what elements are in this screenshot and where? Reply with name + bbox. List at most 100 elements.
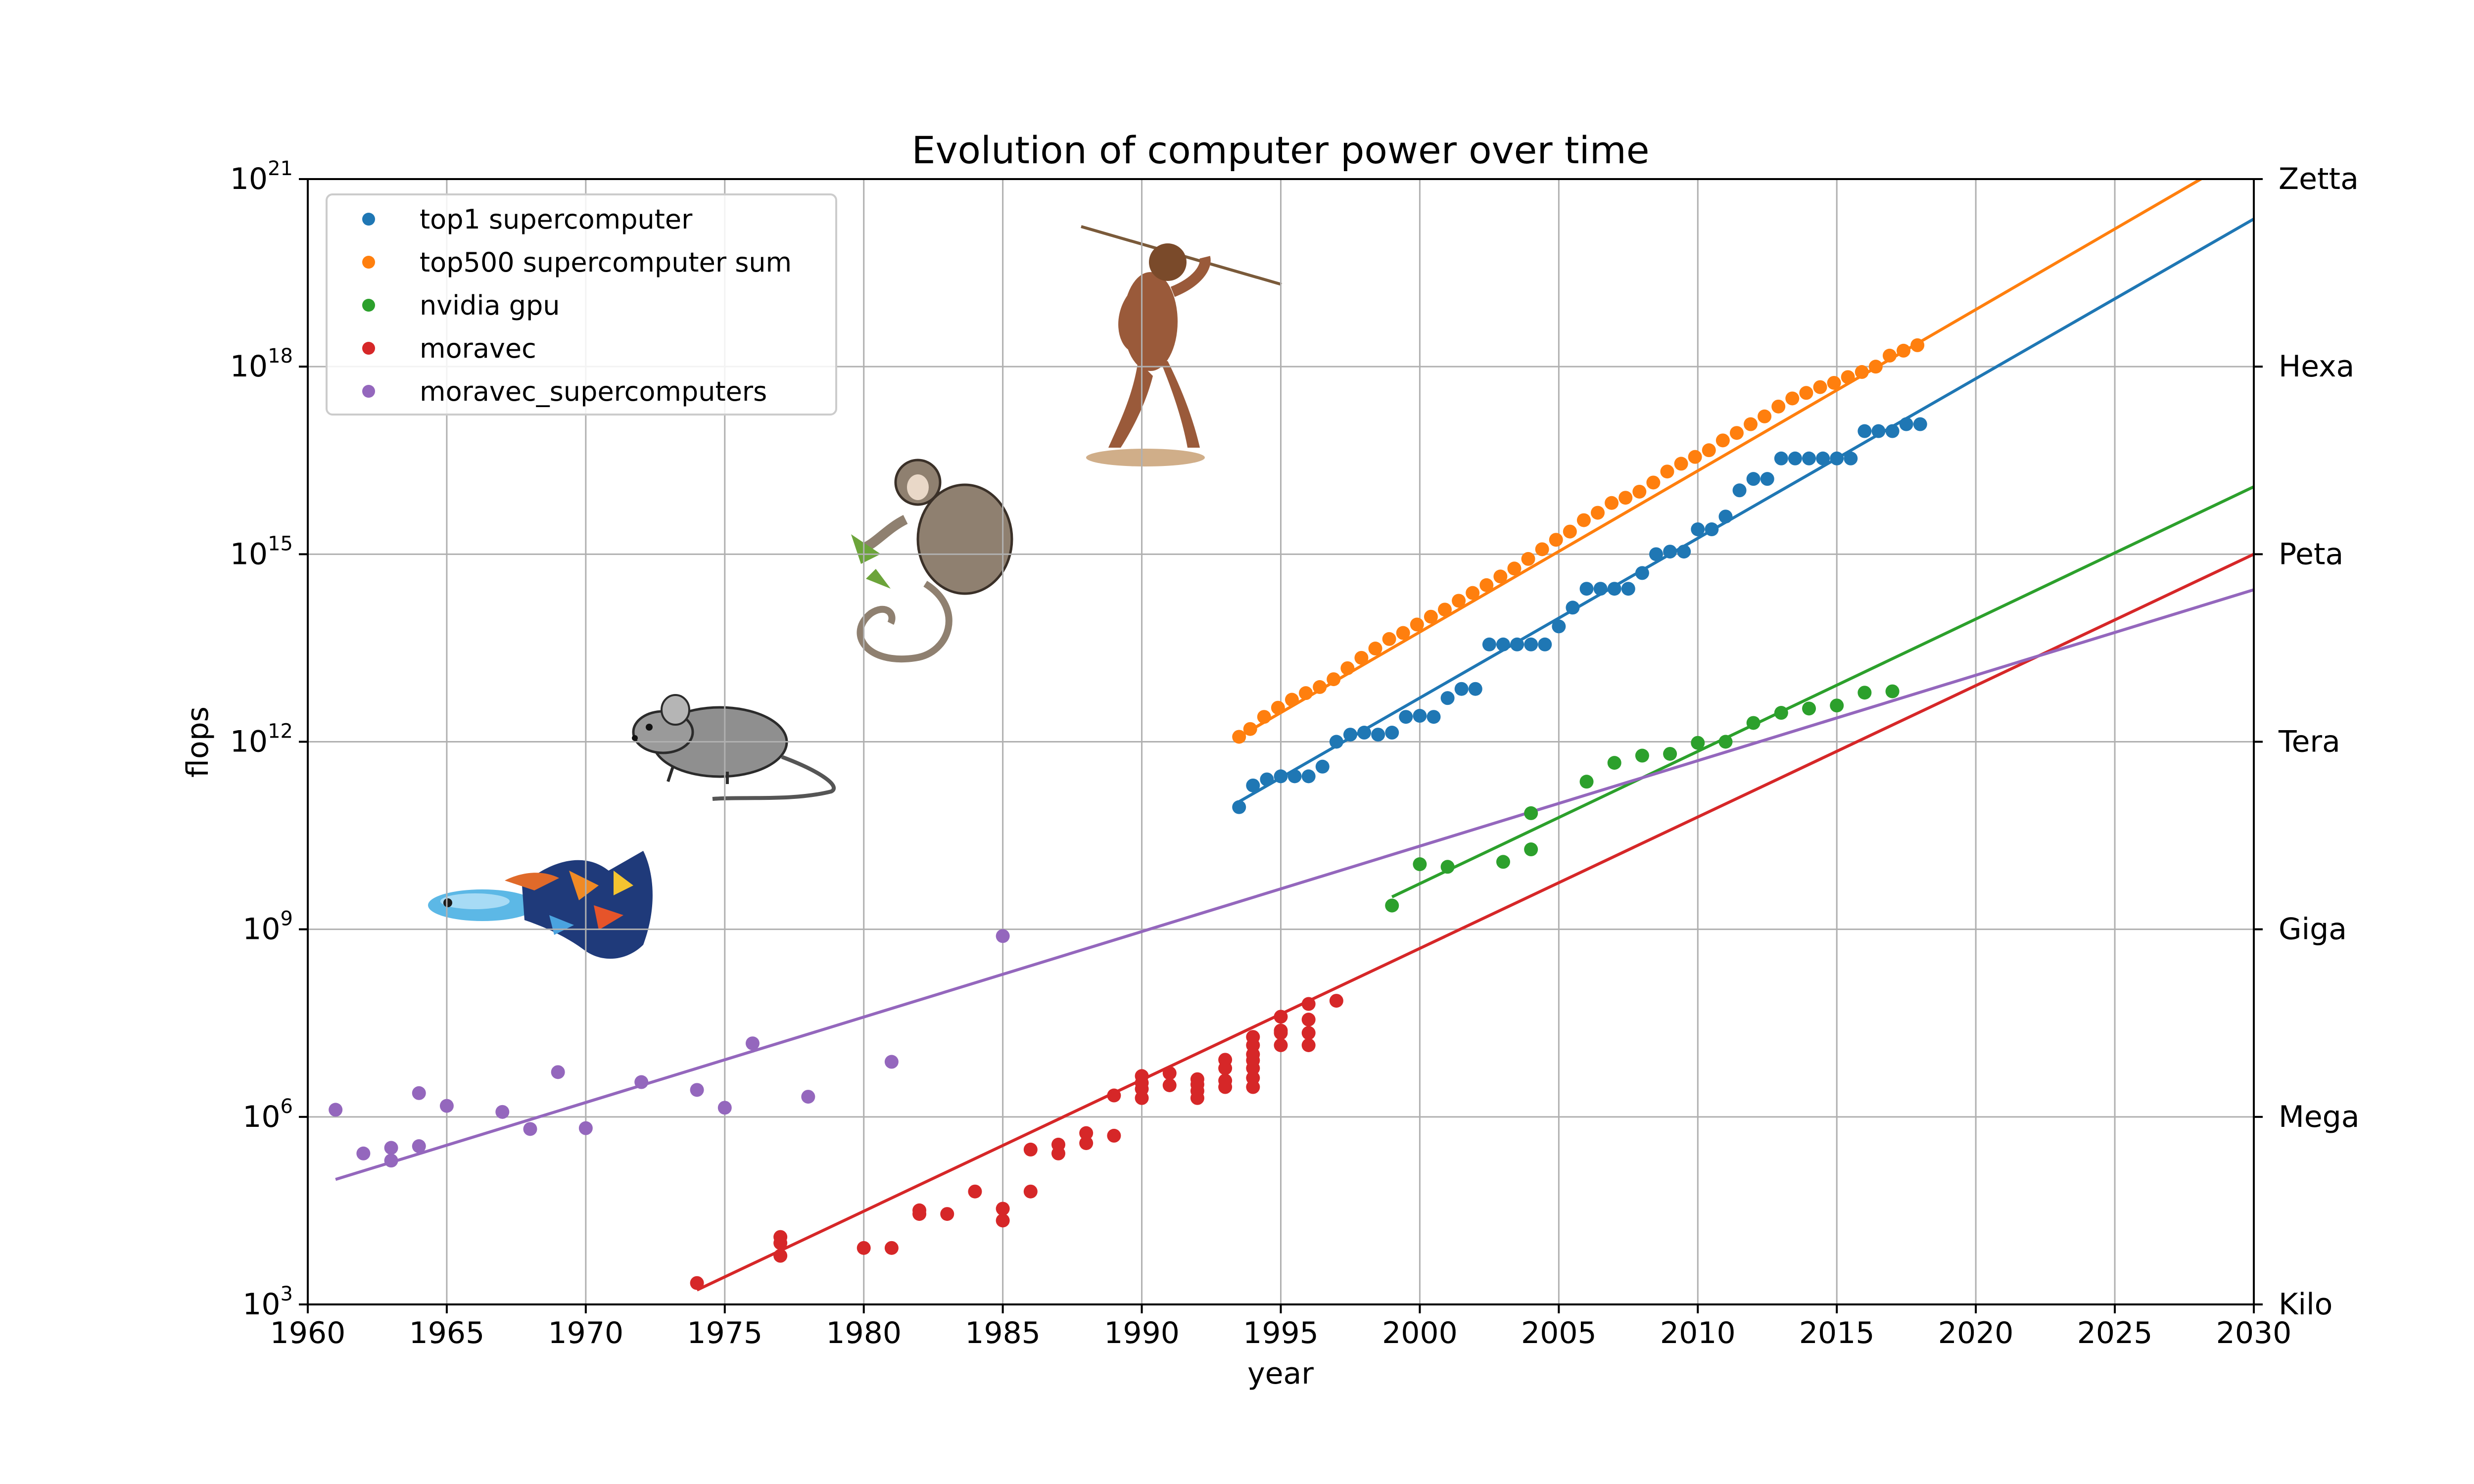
point-moravec-supercomputers: [690, 1083, 704, 1097]
y-tick-label: 109: [242, 908, 293, 947]
point-top1-supercomputer: [1552, 619, 1566, 634]
point-moravec: [1135, 1069, 1149, 1083]
point-top500-supercomputer-sum: [1758, 409, 1772, 423]
y-tick-label: 1018: [230, 345, 293, 384]
x-tick-label: 2015: [1799, 1316, 1875, 1350]
point-top1-supercomputer: [1510, 637, 1524, 651]
point-moravec-supercomputers: [801, 1090, 815, 1104]
point-moravec: [1079, 1136, 1094, 1150]
point-top500-supercomputer-sum: [1827, 375, 1841, 390]
y-tick-exponent: 9: [281, 908, 293, 930]
y-tick-label: 103: [242, 1283, 293, 1322]
point-nvidia-gpu: [1885, 684, 1900, 698]
point-top500-supercomputer-sum: [1507, 561, 1522, 576]
point-nvidia-gpu: [1524, 842, 1538, 857]
point-top500-supercomputer-sum: [1535, 542, 1549, 556]
point-moravec-supercomputers: [884, 1055, 899, 1069]
point-nvidia-gpu: [1496, 855, 1510, 869]
point-top500-supercomputer-sum: [1340, 661, 1355, 675]
point-top500-supercomputer-sum: [1674, 457, 1688, 471]
legend: top1 supercomputer top500 supercomputer …: [326, 193, 837, 416]
early-human-illustration: [1081, 225, 1282, 466]
trend-lines: [335, 179, 2254, 1292]
point-top500-supercomputer-sum: [1799, 386, 1813, 400]
point-moravec-supercomputers: [439, 1099, 454, 1113]
x-axis-ticks: 1960 1965 1970 1975 1980 1985 1990 1995 2000 2005…: [270, 1304, 2291, 1350]
point-nvidia-gpu: [1635, 748, 1649, 763]
point-moravec-supercomputers: [384, 1141, 398, 1155]
point-top500-supercomputer-sum: [1632, 484, 1647, 499]
point-top1-supercomputer: [1315, 759, 1330, 774]
point-top1-supercomputer: [1496, 637, 1510, 651]
y-tick-label: 1015: [230, 532, 293, 571]
point-top500-supercomputer-sum: [1605, 496, 1619, 510]
point-moravec: [912, 1203, 927, 1217]
point-top500-supercomputer-sum: [1646, 475, 1661, 490]
trend-line-top1-supercomputer: [1238, 218, 2254, 803]
point-top1-supercomputer: [1663, 545, 1677, 559]
point-moravec: [940, 1207, 954, 1221]
monkey-illustration: [851, 459, 1013, 663]
point-nvidia-gpu: [1774, 706, 1788, 720]
point-moravec: [1079, 1126, 1094, 1140]
y-tick-label: 1012: [230, 720, 293, 759]
y-tick-base: 10: [242, 912, 280, 947]
point-top1-supercomputer: [1677, 545, 1691, 559]
point-top500-supercomputer-sum: [1660, 464, 1674, 479]
point-moravec: [690, 1276, 704, 1290]
point-top500-supercomputer-sum: [1702, 443, 1716, 458]
point-top500-supercomputer-sum: [1744, 417, 1758, 431]
legend-label-moravec-supercomputers: moravec_supercomputers: [420, 376, 767, 407]
point-top1-supercomputer: [1274, 769, 1288, 784]
x-tick-label: 2020: [1938, 1316, 2014, 1350]
point-top500-supercomputer-sum: [1299, 686, 1313, 700]
point-top1-supercomputer: [1593, 582, 1608, 596]
legend-item-nvidia: nvidia gpu: [362, 290, 560, 321]
point-top500-supercomputer-sum: [1493, 569, 1508, 584]
point-moravec: [1301, 1013, 1316, 1027]
point-top500-supercomputer-sum: [1466, 586, 1480, 600]
point-top1-supercomputer: [1649, 547, 1664, 561]
y-tick-exponent: 18: [268, 345, 293, 368]
point-moravec: [996, 1202, 1010, 1216]
plot-area: 1960 1965 1970 1975 1980 1985 1990 1995 2000 2005…: [230, 157, 2360, 1350]
point-top1-supercomputer: [1524, 637, 1538, 651]
x-tick-label: 1965: [409, 1316, 485, 1350]
point-top500-supercomputer-sum: [1563, 524, 1577, 539]
point-top500-supercomputer-sum: [1855, 365, 1869, 379]
point-top1-supercomputer: [1260, 772, 1274, 787]
point-top500-supercomputer-sum: [1257, 710, 1271, 724]
point-top500-supercomputer-sum: [1715, 433, 1730, 448]
point-top1-supercomputer: [1913, 417, 1927, 431]
point-top500-supercomputer-sum: [1424, 609, 1438, 624]
y-axis-label: flops: [181, 706, 215, 778]
point-moravec: [1301, 1026, 1316, 1040]
y-tick-label: 106: [242, 1095, 293, 1134]
x-tick-label: 1980: [826, 1316, 902, 1350]
point-moravec: [1218, 1073, 1233, 1088]
point-moravec-supercomputers: [996, 929, 1010, 943]
point-moravec: [884, 1241, 899, 1255]
legend-item-top1: top1 supercomputer: [362, 204, 693, 235]
point-top1-supercomputer: [1232, 800, 1246, 814]
point-top1-supercomputer: [1857, 424, 1872, 438]
point-top1-supercomputer: [1802, 451, 1816, 465]
trend-line-top500-supercomputer-sum: [1238, 179, 2204, 739]
point-moravec: [1301, 1038, 1316, 1052]
point-moravec: [968, 1184, 982, 1199]
legend-marker-moravec-supercomputers: [362, 385, 375, 398]
point-moravec-supercomputers: [412, 1086, 426, 1100]
point-moravec: [1246, 1071, 1260, 1085]
point-top500-supercomputer-sum: [1576, 513, 1591, 527]
point-moravec-supercomputers: [356, 1146, 371, 1160]
point-nvidia-gpu: [1385, 898, 1399, 913]
point-top1-supercomputer: [1357, 726, 1372, 740]
point-top1-supercomputer: [1287, 769, 1302, 784]
point-top500-supercomputer-sum: [1410, 617, 1424, 632]
point-top1-supercomputer: [1454, 682, 1469, 696]
point-top1-supercomputer: [1482, 637, 1496, 651]
y-tick-exponent: 21: [268, 157, 293, 180]
point-moravec: [856, 1241, 871, 1255]
y-tick-base: 10: [230, 162, 268, 196]
point-nvidia-gpu: [1691, 736, 1705, 750]
